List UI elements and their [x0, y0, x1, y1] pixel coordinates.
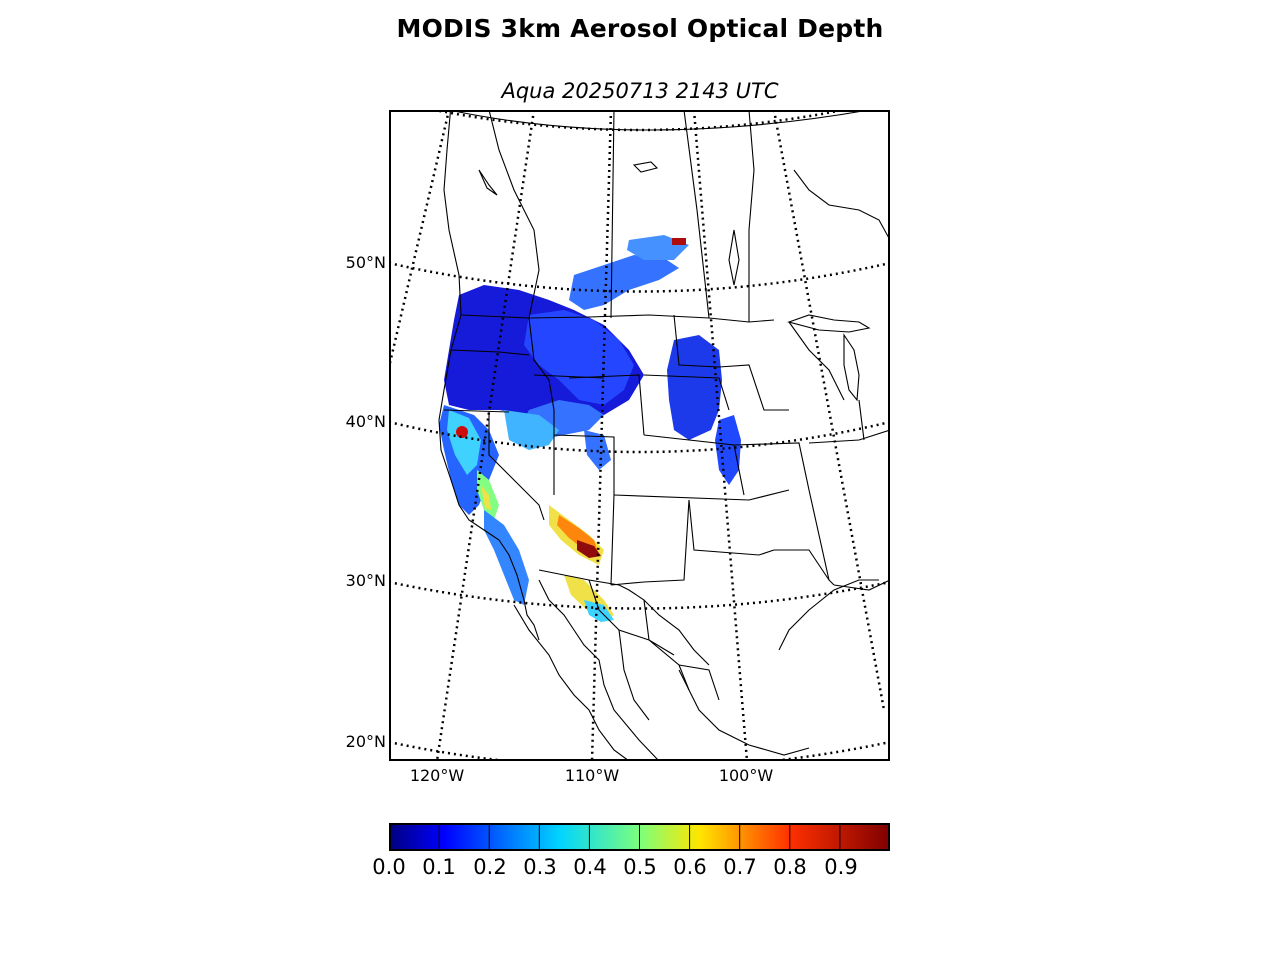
colorbar — [389, 823, 890, 851]
aod-data-layer — [439, 235, 741, 622]
aod-region-sask-hotspot — [672, 238, 686, 245]
border-bc-ab — [488, 110, 540, 319]
great-lake-superior — [787, 314, 871, 333]
meridian-110w — [590, 110, 613, 761]
map-frame-border — [389, 110, 890, 761]
coastline-baja — [513, 604, 630, 761]
lon-label-120w: 120°W — [409, 766, 465, 785]
aod-region-northern-rockies — [524, 310, 634, 405]
coastline-hudson — [793, 169, 890, 241]
border-oh-in — [858, 399, 865, 441]
aod-region-socal — [484, 510, 529, 605]
border-mn-ia — [718, 364, 789, 411]
aod-region-ncal-fire — [456, 426, 468, 438]
border-nm-tx — [610, 499, 690, 586]
border-az-nm — [610, 494, 615, 586]
map-panel — [389, 110, 890, 761]
aod-region-kansas-strip — [715, 415, 741, 485]
aod-region-sonora-cyan — [584, 600, 614, 622]
border-nd-sd — [673, 314, 720, 368]
border-ms-al — [808, 489, 835, 586]
colorbar-label-0: 0.0 — [372, 855, 406, 879]
colorbar-ticks — [438, 823, 841, 851]
meridian-120w — [435, 110, 536, 761]
lon-label-100w: 100°W — [718, 766, 774, 785]
colorbar-label-2: 0.2 — [473, 855, 507, 879]
border-ca-nv — [488, 412, 545, 521]
coastline-gulf-mexico — [678, 669, 810, 756]
border-wa-or — [450, 349, 530, 356]
border-ut-co — [553, 434, 615, 495]
border-mt-wy — [533, 374, 605, 379]
aod-region-arizona-hotspot — [577, 540, 601, 558]
parallel-50n — [389, 261, 890, 293]
border-mb-on — [748, 110, 755, 322]
coastline-texas-gulf — [778, 579, 879, 651]
lat-label-50n: 50°N — [345, 253, 386, 272]
border-territories — [448, 110, 870, 131]
boundaries — [438, 110, 890, 761]
coastline-west — [438, 110, 540, 641]
lat-label-30n: 30°N — [345, 571, 386, 590]
border-tn-ky — [808, 429, 890, 444]
parallel-20n — [389, 740, 890, 761]
aod-region-canada-plume — [569, 255, 679, 310]
meridian-100w — [692, 110, 749, 761]
parallel-40n — [389, 420, 890, 454]
lake-winnipeg — [728, 229, 740, 286]
border-mi-wi — [788, 321, 845, 401]
colorbar-border — [389, 823, 890, 851]
lat-label-20n: 20°N — [345, 732, 386, 751]
aod-region-ncal-light — [447, 410, 481, 475]
lat-label-40n: 40°N — [345, 412, 386, 431]
aod-region-great-basin — [504, 410, 559, 450]
border-ok-tx — [688, 499, 775, 556]
colorbar-label-1: 0.1 — [422, 855, 456, 879]
lake-great-slave — [478, 169, 498, 196]
meridian-130w — [389, 110, 451, 373]
border-ab-sk — [610, 110, 615, 319]
border-mexico-states — [588, 579, 720, 721]
border-mo — [733, 442, 810, 491]
meridian-90w — [772, 110, 886, 711]
figure-subtitle: Aqua 20250713 2143 UTC — [501, 79, 779, 103]
border-ga-fl — [833, 579, 890, 591]
aod-region-northern-plains — [667, 335, 722, 440]
border-ks-ok — [613, 489, 790, 501]
colorbar-label-3: 0.3 — [523, 855, 557, 879]
border-sd-ne — [643, 374, 730, 411]
colorbar-label-9: 0.9 — [824, 855, 858, 879]
parallel-30n — [389, 580, 890, 610]
colorbar-label-7: 0.7 — [723, 855, 757, 879]
lon-label-110w: 110°W — [564, 766, 620, 785]
colorbar-label-4: 0.4 — [573, 855, 607, 879]
colorbar-label-5: 0.5 — [623, 855, 657, 879]
coastline-gulf-california — [538, 579, 660, 761]
border-or-ca — [443, 409, 510, 413]
border-ar-la — [774, 549, 830, 581]
figure-title: MODIS 3km Aerosol Optical Depth — [396, 14, 884, 43]
aod-region-sierra-yellow — [481, 485, 491, 510]
colorbar-label-6: 0.6 — [673, 855, 707, 879]
great-lake-michigan — [843, 333, 860, 402]
border-sk-mb — [683, 110, 710, 319]
lake-athabasca — [632, 161, 659, 173]
colorbar-label-8: 0.8 — [773, 855, 807, 879]
border-id-mt — [528, 317, 555, 411]
